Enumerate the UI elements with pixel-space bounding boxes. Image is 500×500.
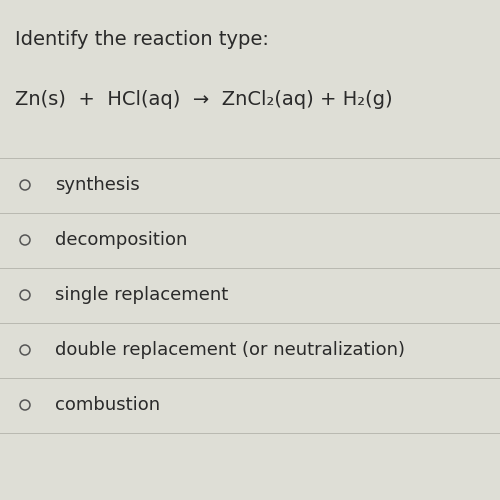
Text: decomposition: decomposition — [55, 231, 188, 249]
Text: synthesis: synthesis — [55, 176, 140, 194]
Text: combustion: combustion — [55, 396, 160, 414]
Text: Identify the reaction type:: Identify the reaction type: — [15, 30, 269, 49]
Text: Zn(s)  +  HCl(aq)  →  ZnCl₂(aq) + H₂(g): Zn(s) + HCl(aq) → ZnCl₂(aq) + H₂(g) — [15, 90, 392, 109]
Text: single replacement: single replacement — [55, 286, 228, 304]
Text: double replacement (or neutralization): double replacement (or neutralization) — [55, 341, 405, 359]
